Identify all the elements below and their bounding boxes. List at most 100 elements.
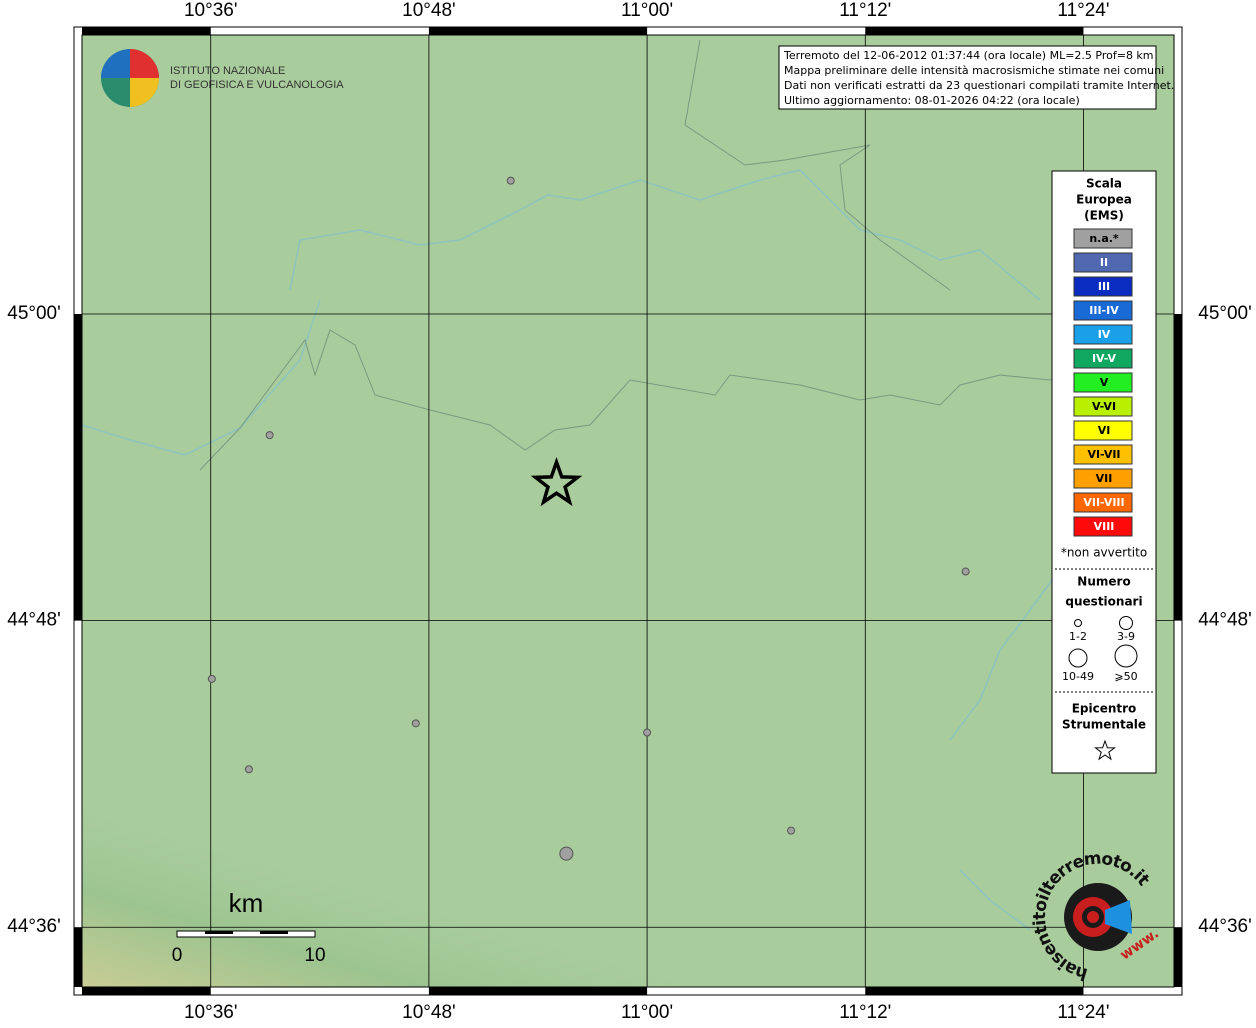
questionnaire-point [265, 431, 274, 440]
legend-swatch [1073, 372, 1133, 393]
legend: ScalaEuropea(EMS)n.a.*IIIIIIII-IVIVIV-VV… [1051, 170, 1157, 774]
legend-title: Europea [1076, 193, 1132, 207]
lon-label: 10°48' [402, 0, 456, 21]
legend-label: V-VI [1092, 400, 1116, 413]
questionnaire-point [207, 674, 216, 683]
frame-band [82, 27, 211, 35]
epicenter [530, 456, 583, 507]
graticule: 10°36' 10°36' 10°48' 10°48' 11°00' 11°00' 11°1… [7, 0, 1252, 1023]
lon-label: 10°36' [184, 0, 238, 21]
legend-title: questionari [1065, 595, 1142, 609]
legend-title: Numero [1077, 575, 1130, 589]
legend-size [1068, 648, 1088, 668]
logo-globe [130, 78, 159, 107]
info-line: Mappa preliminare delle intensità macros… [784, 64, 1164, 77]
legend-star [1094, 739, 1116, 761]
frame-band [74, 314, 82, 621]
legend-label: V [1100, 376, 1109, 389]
legend-title: Scala [1086, 177, 1122, 191]
legend-swatch [1073, 492, 1133, 513]
frame-band [1174, 314, 1182, 621]
badge-speaker [1105, 900, 1132, 934]
legend-swatch [1073, 444, 1133, 465]
map-frame [81, 34, 1175, 988]
lat-label: 45°00' [1198, 303, 1252, 324]
lon-label: 11°00' [621, 0, 673, 21]
legend-swatch [1073, 420, 1133, 441]
frame-band [865, 27, 1084, 35]
scale-label: 10 [304, 945, 325, 966]
scale-label: 0 [172, 945, 183, 966]
lon-label: 11°24' [1057, 1002, 1109, 1023]
data-layer [207, 176, 970, 861]
scale-bar-frame [176, 930, 316, 938]
legend-note: *non avvertito [1061, 546, 1147, 560]
questionnaire-point [411, 719, 420, 728]
scale-unit: km [229, 888, 264, 918]
questionnaire-point [643, 728, 652, 737]
legend-swatch [1073, 228, 1133, 249]
scale-segment [205, 931, 233, 934]
info-line: Dati non verificati estratti da 23 quest… [784, 79, 1174, 92]
logo-text: DI GEOFISICA E VULCANOLOGIA [170, 79, 344, 91]
legend-swatch [1073, 516, 1133, 537]
legend-size-label: 3-9 [1117, 630, 1135, 643]
legend-label: n.a.* [1089, 232, 1119, 245]
legend-swatch [1073, 300, 1133, 321]
lon-label: 11°00' [621, 1002, 673, 1023]
lon-label: 11°24' [1057, 0, 1109, 21]
legend-label: VIII [1094, 520, 1115, 533]
lon-label: 11°12' [839, 1002, 891, 1023]
legend-label: VII-VIII [1083, 496, 1124, 509]
questionnaire-point [244, 765, 253, 774]
logo-globe [130, 49, 159, 78]
legend-title: Strumentale [1062, 718, 1146, 732]
relief [82, 700, 682, 987]
legend-label: VI [1098, 424, 1111, 437]
scale-segment [260, 931, 288, 934]
lat-label: 44°36' [7, 916, 61, 937]
lat-label: 44°48' [7, 610, 61, 631]
legend-swatch [1073, 348, 1133, 369]
lat-label: 44°36' [1198, 916, 1252, 937]
logo-text: ISTITUTO NAZIONALE [170, 65, 285, 77]
legend-swatch [1073, 468, 1133, 489]
legend-size [1119, 616, 1133, 630]
legend-swatch [1073, 396, 1133, 417]
lat-label: 45°00' [7, 303, 61, 324]
lon-label: 11°12' [839, 0, 891, 21]
scale-bar: km 0 10 [172, 888, 326, 966]
info-box: Terremoto del 12-06-2012 01:37:44 (ora l… [778, 45, 1174, 110]
questionnaire-point [787, 826, 796, 835]
frame-band [865, 987, 1084, 995]
badge-target [1087, 911, 1099, 923]
outer-frame [73, 26, 1183, 996]
legend-title: (EMS) [1084, 209, 1124, 223]
frame-band [82, 987, 211, 995]
legend-label: II [1100, 256, 1108, 269]
legend-label: III [1098, 280, 1110, 293]
legend-swatch [1073, 324, 1133, 345]
questionnaire-point [559, 846, 574, 861]
logo-globe [101, 49, 130, 78]
info-line: Ultimo aggiornamento: 08-01-2026 04:22 (… [784, 94, 1080, 107]
lon-label: 10°48' [402, 1002, 456, 1023]
legend-label: VI-VII [1087, 448, 1120, 461]
legend-size [1074, 619, 1082, 627]
info-line: Terremoto del 12-06-2012 01:37:44 (ora l… [783, 49, 1154, 62]
borders [199, 39, 1101, 471]
rivers [81, 169, 1053, 931]
legend-size [1114, 644, 1138, 668]
legend-label: III-IV [1089, 304, 1119, 317]
frame-band [1174, 927, 1182, 987]
questionnaire-point [506, 176, 515, 185]
frame-band [428, 27, 648, 35]
legend-swatch [1073, 252, 1133, 273]
lat-label: 44°48' [1198, 610, 1252, 631]
lon-label: 10°36' [184, 1002, 238, 1023]
frame-band [74, 927, 82, 987]
legend-swatch [1073, 276, 1133, 297]
legend-size-label: 10-49 [1062, 670, 1094, 683]
legend-size-label: ⩾50 [1114, 670, 1137, 683]
